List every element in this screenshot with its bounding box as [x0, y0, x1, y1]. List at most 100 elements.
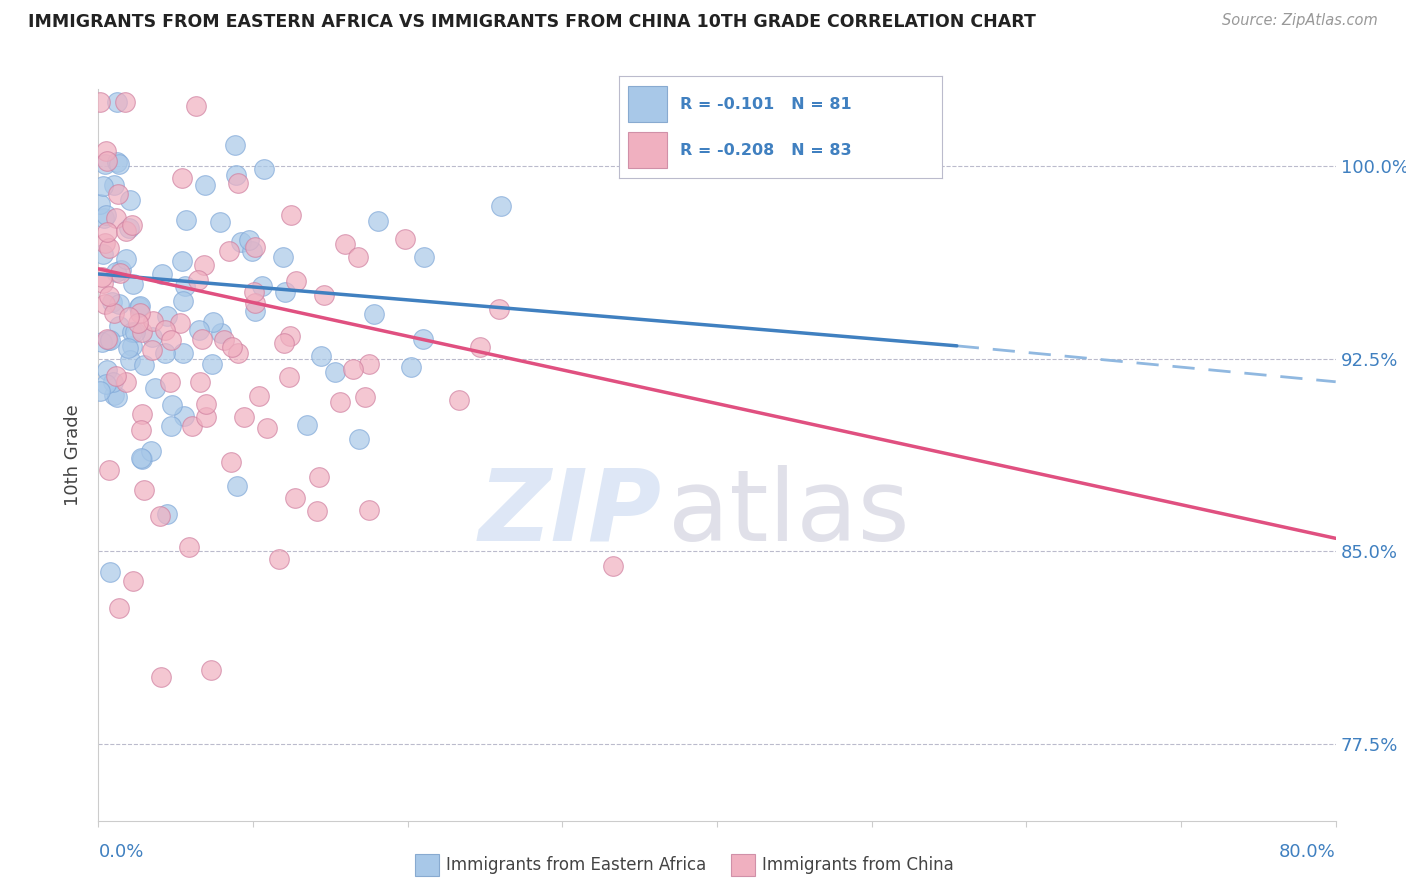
- Point: [363, 307, 385, 321]
- Point: [96, 362, 118, 376]
- Point: [174, 213, 197, 227]
- Point: [194, 178, 217, 192]
- Point: [191, 332, 214, 346]
- Point: [149, 669, 172, 683]
- Point: [226, 346, 249, 360]
- Point: [114, 224, 136, 238]
- Point: [93, 211, 115, 226]
- Point: [105, 95, 128, 109]
- Point: [107, 297, 129, 311]
- Point: [143, 381, 166, 395]
- Point: [110, 263, 132, 277]
- Point: [94, 236, 117, 251]
- Point: [124, 325, 146, 339]
- Point: [160, 398, 183, 412]
- Point: [142, 314, 165, 328]
- Point: [271, 250, 294, 264]
- Point: [101, 294, 124, 309]
- Point: [179, 540, 201, 554]
- Point: [225, 479, 247, 493]
- Point: [488, 302, 510, 317]
- Point: [297, 418, 319, 433]
- Text: Immigrants from Eastern Africa: Immigrants from Eastern Africa: [446, 856, 706, 874]
- Text: R = -0.208   N = 83: R = -0.208 N = 83: [681, 143, 852, 158]
- Point: [209, 326, 232, 341]
- Point: [96, 226, 118, 240]
- Point: [172, 293, 194, 308]
- Point: [323, 365, 346, 379]
- Text: Immigrants from China: Immigrants from China: [762, 856, 953, 874]
- Point: [108, 318, 131, 333]
- Point: [172, 346, 194, 360]
- Text: 0.0%: 0.0%: [98, 843, 143, 861]
- Point: [181, 419, 204, 434]
- Point: [359, 357, 381, 371]
- Point: [132, 358, 155, 372]
- Point: [225, 168, 247, 182]
- Point: [307, 504, 329, 518]
- Point: [155, 507, 177, 521]
- Point: [159, 376, 181, 390]
- Point: [91, 270, 114, 285]
- Point: [169, 316, 191, 330]
- Point: [277, 370, 299, 384]
- Point: [221, 340, 243, 354]
- Point: [394, 232, 416, 246]
- Point: [247, 389, 270, 403]
- Point: [98, 333, 121, 347]
- Bar: [628, 132, 668, 168]
- Point: [201, 357, 224, 371]
- Point: [412, 332, 434, 346]
- Text: R = -0.101   N = 81: R = -0.101 N = 81: [681, 96, 852, 112]
- Point: [231, 235, 253, 250]
- Text: atlas: atlas: [668, 465, 910, 562]
- Point: [94, 145, 117, 159]
- Point: [278, 329, 301, 343]
- Point: [238, 233, 260, 247]
- Text: ZIP: ZIP: [478, 465, 661, 562]
- Point: [97, 334, 120, 348]
- Point: [245, 304, 267, 318]
- Point: [447, 392, 470, 407]
- Point: [128, 306, 150, 320]
- Point: [150, 267, 173, 281]
- Point: [188, 323, 211, 337]
- Point: [273, 336, 295, 351]
- Point: [120, 194, 142, 208]
- Point: [172, 171, 194, 186]
- Point: [98, 289, 121, 303]
- Text: Source: ZipAtlas.com: Source: ZipAtlas.com: [1222, 13, 1378, 29]
- Point: [128, 299, 150, 313]
- Y-axis label: 10th Grade: 10th Grade: [65, 404, 83, 506]
- Point: [412, 250, 434, 264]
- Point: [104, 265, 127, 279]
- Point: [89, 197, 111, 211]
- Point: [96, 332, 118, 346]
- Point: [103, 178, 125, 192]
- Point: [399, 360, 422, 375]
- Point: [141, 343, 163, 358]
- Point: [190, 375, 212, 389]
- Point: [274, 285, 297, 300]
- Point: [156, 309, 179, 323]
- Point: [347, 432, 370, 446]
- Point: [127, 316, 149, 330]
- Point: [94, 208, 117, 222]
- Point: [105, 155, 128, 169]
- Point: [91, 247, 114, 261]
- Point: [93, 276, 115, 290]
- Point: [200, 663, 222, 677]
- Point: [269, 552, 291, 566]
- Point: [208, 215, 231, 229]
- Point: [128, 301, 150, 315]
- Point: [115, 252, 138, 267]
- Point: [224, 137, 246, 152]
- Point: [90, 335, 112, 350]
- Point: [284, 491, 307, 505]
- Point: [155, 345, 177, 359]
- Point: [122, 574, 145, 589]
- Point: [121, 219, 143, 233]
- Point: [489, 199, 512, 213]
- Point: [347, 251, 370, 265]
- Point: [131, 325, 153, 339]
